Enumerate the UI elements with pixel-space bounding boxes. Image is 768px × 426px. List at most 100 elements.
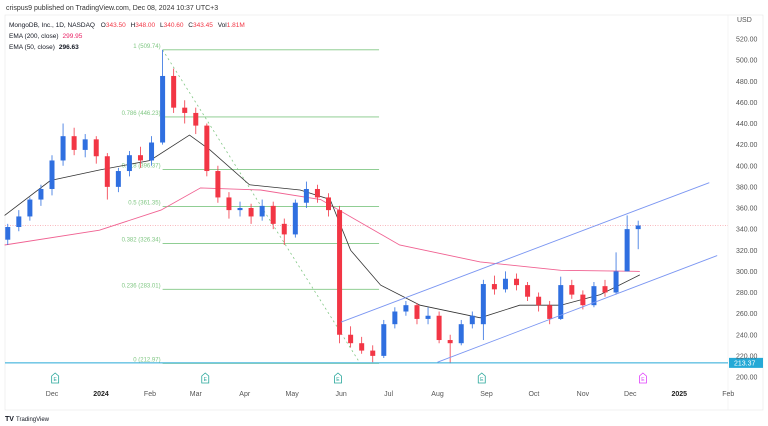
- candle: [326, 193, 331, 217]
- candle-body: [126, 155, 132, 172]
- candle: [215, 165, 221, 203]
- candle-body: [5, 227, 11, 240]
- legend: MongoDB, Inc., 1D, NASDAQ O343.50 H348.0…: [9, 22, 245, 51]
- price-tick-label: 320.00: [736, 248, 758, 255]
- candle-body: [82, 139, 88, 150]
- candle: [348, 326, 354, 348]
- price-tick-label: 420.00: [736, 142, 758, 149]
- candle: [447, 334, 453, 364]
- candle-body: [403, 305, 409, 312]
- candle-body: [16, 216, 22, 228]
- candle: [38, 184, 44, 206]
- channel-upper-line[interactable]: [340, 182, 710, 323]
- candle-body: [580, 294, 586, 306]
- price-tick-label: 480.00: [736, 79, 758, 86]
- ema200-line: [4, 187, 640, 272]
- candle-body: [38, 188, 44, 200]
- candle-body: [281, 223, 287, 235]
- candle: [171, 68, 177, 113]
- chart-frame: [4, 14, 764, 411]
- candle: [547, 300, 553, 325]
- candle-body: [259, 205, 265, 217]
- tradingview-logo-icon: TV: [5, 416, 14, 423]
- time-tick-label: Dec: [46, 391, 59, 398]
- legend-ema200[interactable]: EMA (200, close) 299.95: [9, 33, 83, 40]
- price-tick-label: 340.00: [736, 227, 758, 234]
- earnings-marker-icon[interactable]: E: [639, 372, 647, 384]
- candle: [259, 199, 265, 221]
- high-value: 348.00: [135, 22, 155, 29]
- candle: [381, 319, 387, 358]
- candle: [60, 123, 66, 166]
- earnings-badge-shape: [51, 372, 60, 384]
- candle-body: [591, 286, 597, 306]
- candle-body: [635, 225, 641, 230]
- candle: [204, 123, 210, 177]
- candle-body: [292, 202, 298, 235]
- legend-ema50[interactable]: EMA (50, close) 296.63: [9, 44, 79, 51]
- candle: [149, 136, 155, 166]
- open-value: 343.50: [106, 22, 126, 29]
- candle: [115, 167, 121, 193]
- candle: [281, 218, 287, 245]
- candle-body: [193, 112, 199, 126]
- candle: [458, 319, 464, 346]
- candle: [314, 184, 320, 203]
- earnings-marker-icon[interactable]: E: [334, 372, 342, 384]
- time-axis[interactable]: Dec 2024 Feb Mar Apr May Jun Jul Aug Sep Oct Nov Dec…: [46, 391, 735, 398]
- candle-body: [93, 139, 99, 157]
- candle: [436, 311, 442, 344]
- candle-body: [458, 324, 464, 344]
- support-price-badge: [729, 357, 763, 368]
- candle: [303, 181, 309, 208]
- candle-body: [370, 350, 376, 356]
- price-tick-label: 460.00: [736, 100, 758, 107]
- candle: [16, 210, 22, 232]
- candle-body: [104, 156, 110, 187]
- candle-body: [215, 171, 221, 198]
- candle: [359, 336, 365, 354]
- candle-body: [613, 271, 619, 293]
- time-tick-label: Feb: [144, 391, 156, 398]
- earnings-marker-icon[interactable]: E: [51, 372, 60, 384]
- candle-body: [502, 278, 508, 290]
- candle-body: [115, 171, 121, 187]
- low-value: 340.60: [164, 22, 184, 29]
- price-tick-label: 500.00: [736, 58, 758, 65]
- candle: [270, 201, 276, 230]
- price-axis[interactable]: 520.00 500.00 480.00 460.00 440.00 420.00 400.…: [736, 37, 758, 382]
- channel-lower-line[interactable]: [437, 255, 718, 363]
- currency-label: USD: [737, 17, 752, 24]
- candle: [126, 150, 132, 177]
- candle: [491, 275, 497, 295]
- earnings-badge-shape: [334, 372, 342, 384]
- candle: [49, 155, 55, 196]
- candle: [5, 223, 11, 245]
- support-price-label: 213.37: [734, 360, 756, 367]
- candle-body: [60, 136, 66, 161]
- fib-level-label: 0.236 (283.01): [122, 283, 161, 289]
- time-tick-label: May: [286, 391, 300, 398]
- trend-channel[interactable]: 213.37: [5, 182, 763, 368]
- ema50-line: [4, 134, 640, 319]
- candle-body: [536, 296, 542, 306]
- candle-body: [525, 285, 531, 297]
- candle: [82, 134, 88, 158]
- candle: [337, 205, 343, 344]
- candle: [104, 153, 110, 200]
- earnings-marker-icon[interactable]: E: [201, 372, 210, 384]
- candle: [370, 345, 376, 363]
- tradingview-logo[interactable]: TV TradingView: [5, 416, 50, 423]
- candle: [635, 220, 641, 250]
- indicator-lines: [4, 134, 728, 319]
- candle: [569, 279, 575, 299]
- candle-body: [160, 75, 166, 143]
- candle-body: [204, 125, 210, 172]
- candle-body: [602, 286, 608, 293]
- candle: [93, 136, 99, 164]
- candle: [480, 279, 486, 341]
- earnings-marker-icon[interactable]: E: [477, 372, 486, 384]
- candle: [602, 279, 608, 297]
